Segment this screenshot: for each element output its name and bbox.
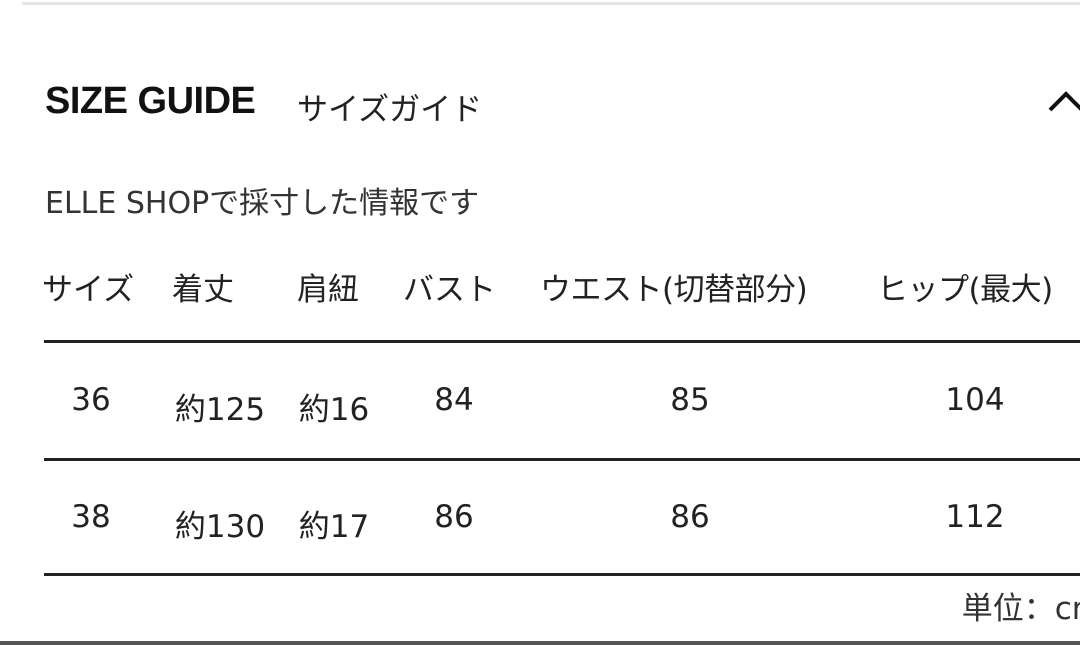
cell-size: 36 [71, 382, 111, 418]
table-divider [44, 458, 1080, 461]
cell-hip: 104 [945, 382, 1005, 418]
cell-length: 約125 [174, 392, 266, 428]
table-divider [44, 340, 1080, 343]
column-header-length: 着丈 [172, 272, 234, 308]
section-title: SIZE GUIDE [45, 80, 256, 122]
cell-strap: 約17 [298, 509, 370, 545]
section-subtitle: サイズガイド [297, 92, 483, 128]
top-divider [22, 2, 1080, 5]
chevron-up-icon[interactable] [1046, 88, 1080, 114]
cell-length: 約130 [174, 509, 266, 545]
column-header-strap: 肩紐 [297, 272, 359, 308]
measurement-note: ELLE SHOPで採寸した情報です [45, 186, 480, 221]
table-divider [44, 573, 1080, 576]
unit-label: 単位：cm [961, 591, 1080, 627]
bottom-divider [0, 641, 1080, 645]
cell-bust: 84 [434, 382, 474, 418]
cell-waist: 85 [670, 382, 710, 418]
column-header-waist: ウエスト(切替部分) [540, 272, 808, 308]
cell-bust: 86 [434, 499, 474, 535]
cell-strap: 約16 [298, 392, 370, 428]
column-header-hip: ヒップ(最大) [877, 272, 1053, 308]
cell-waist: 86 [670, 499, 710, 535]
column-header-size: サイズ [42, 272, 135, 308]
cell-hip: 112 [945, 499, 1005, 535]
cell-size: 38 [71, 499, 111, 535]
column-header-bust: バスト [403, 272, 496, 308]
